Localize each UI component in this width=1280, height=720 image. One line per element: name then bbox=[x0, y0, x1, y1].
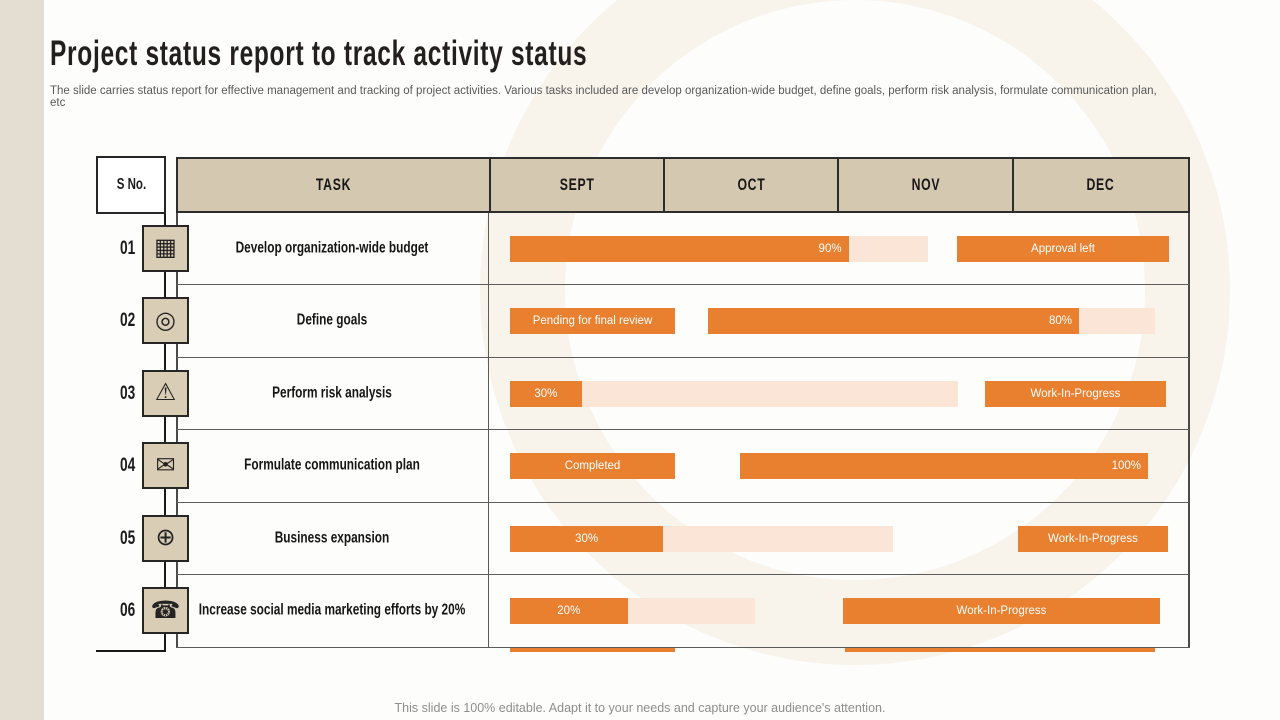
row-number: 03 bbox=[119, 382, 136, 404]
bar-label: 20% bbox=[557, 605, 581, 617]
bar-label: 30% bbox=[534, 387, 558, 400]
clipped-row-bar bbox=[845, 648, 1155, 652]
progress-fill: 100% bbox=[740, 453, 1148, 479]
progress-bar: 30% bbox=[510, 525, 893, 552]
communication-plan-icon: ✉ bbox=[155, 451, 176, 479]
status-bar: Completed bbox=[510, 453, 675, 479]
table-right-border bbox=[1188, 213, 1190, 648]
row-separator bbox=[176, 501, 1190, 503]
progress-bar: 100% bbox=[740, 453, 1148, 479]
slide-subtitle: The slide carries status report for effe… bbox=[50, 85, 1157, 109]
goals-target-icon: ◎ bbox=[155, 306, 176, 334]
status-bar: Work-In-Progress bbox=[985, 380, 1166, 407]
bar-label: 90% bbox=[818, 242, 842, 255]
bar-label: Pending for final review bbox=[532, 315, 653, 327]
business-expansion-globe-icon: ⊕ bbox=[155, 524, 176, 551]
row-separator bbox=[176, 574, 1190, 575]
column-header-oct: OCT bbox=[663, 159, 837, 211]
bar-label: Work-In-Progress bbox=[1030, 387, 1121, 400]
table-row: 04 ✉ Formulate communication plan Comple… bbox=[0, 430, 1280, 503]
table-row: 05 ⊕ Business expansion 30% Work-In-Progr… bbox=[0, 503, 1280, 575]
task-label: Define goals bbox=[296, 311, 368, 329]
status-bar: Pending for final review bbox=[510, 308, 675, 334]
column-header-nov: NOV bbox=[837, 159, 1011, 211]
bar-label: 80% bbox=[1048, 315, 1072, 327]
task-label: Perform risk analysis bbox=[272, 384, 392, 402]
progress-fill: 30% bbox=[510, 380, 582, 407]
column-header-task: TASK bbox=[315, 175, 352, 194]
status-bar: Work-In-Progress bbox=[1018, 525, 1168, 552]
row-number: 01 bbox=[119, 237, 136, 259]
progress-fill: 30% bbox=[510, 525, 664, 552]
communication-plan-icon: ✉ bbox=[142, 442, 189, 489]
progress-bar: 80% bbox=[708, 308, 1155, 334]
task-label: Increase social media marketing efforts … bbox=[198, 601, 466, 619]
timeline-connector-line bbox=[164, 212, 166, 652]
row-number: 02 bbox=[119, 310, 136, 332]
bar-label: Work-In-Progress bbox=[1048, 532, 1138, 545]
row-separator bbox=[176, 429, 1190, 430]
progress-bar: 90% bbox=[510, 235, 928, 262]
risk-analysis-icon: ⚠ bbox=[154, 379, 177, 406]
bar-label: Completed bbox=[564, 460, 621, 472]
row-number: 06 bbox=[119, 600, 136, 622]
progress-bar: 30% bbox=[510, 380, 958, 407]
budget-building-icon: ▦ bbox=[154, 234, 177, 261]
left-accent-strip bbox=[0, 0, 44, 720]
task-label: Develop organization-wide budget bbox=[235, 239, 429, 257]
status-bar: Work-In-Progress bbox=[843, 598, 1160, 624]
bar-label: Work-In-Progress bbox=[956, 605, 1047, 617]
progress-fill: 20% bbox=[510, 598, 628, 624]
footer-note: This slide is 100% editable. Adapt it to… bbox=[394, 701, 886, 715]
row-separator bbox=[176, 646, 1190, 648]
row-number: 04 bbox=[119, 455, 136, 477]
social-media-marketing-icon: ☎ bbox=[142, 587, 189, 634]
risk-analysis-icon: ⚠ bbox=[142, 369, 189, 417]
table-row: 06 ☎ Increase social media marketing eff… bbox=[0, 575, 1280, 648]
goals-target-icon: ◎ bbox=[142, 297, 189, 344]
table-row: 02 ◎ Define goals Pending for final revi… bbox=[0, 285, 1280, 358]
budget-building-icon: ▦ bbox=[142, 224, 189, 272]
progress-fill: 80% bbox=[708, 308, 1079, 334]
status-bar: Approval left bbox=[957, 235, 1169, 262]
bar-label: 30% bbox=[575, 532, 599, 545]
page-title: Project status report to track activity … bbox=[50, 34, 588, 73]
table-row: 03 ⚠ Perform risk analysis 30% Work-In-Pr… bbox=[0, 358, 1280, 430]
column-header-sept: SEPT bbox=[488, 159, 663, 211]
table-left-border bbox=[176, 213, 178, 648]
column-header-dec: DEC bbox=[1011, 159, 1188, 211]
bar-label: 100% bbox=[1111, 460, 1141, 472]
timeline-bottom-line bbox=[96, 650, 166, 652]
business-expansion-globe-icon: ⊕ bbox=[142, 514, 189, 562]
table-header-row: TASK SEPT OCT NOV DEC bbox=[176, 157, 1190, 213]
progress-fill: 90% bbox=[510, 235, 849, 262]
row-separator bbox=[176, 356, 1190, 358]
sno-header-cell: S No. bbox=[96, 156, 166, 214]
table-row: 01 ▦ Develop organization-wide budget 90… bbox=[0, 213, 1280, 285]
social-media-marketing-icon: ☎ bbox=[150, 596, 181, 624]
task-label: Formulate communication plan bbox=[244, 456, 420, 474]
bar-label: Approval left bbox=[1031, 242, 1095, 255]
task-column-divider bbox=[488, 213, 489, 647]
row-number: 05 bbox=[119, 527, 136, 549]
row-separator bbox=[176, 284, 1190, 285]
progress-bar: 20% bbox=[510, 598, 755, 624]
clipped-row-bar bbox=[510, 648, 675, 652]
task-label: Business expansion bbox=[274, 529, 390, 547]
